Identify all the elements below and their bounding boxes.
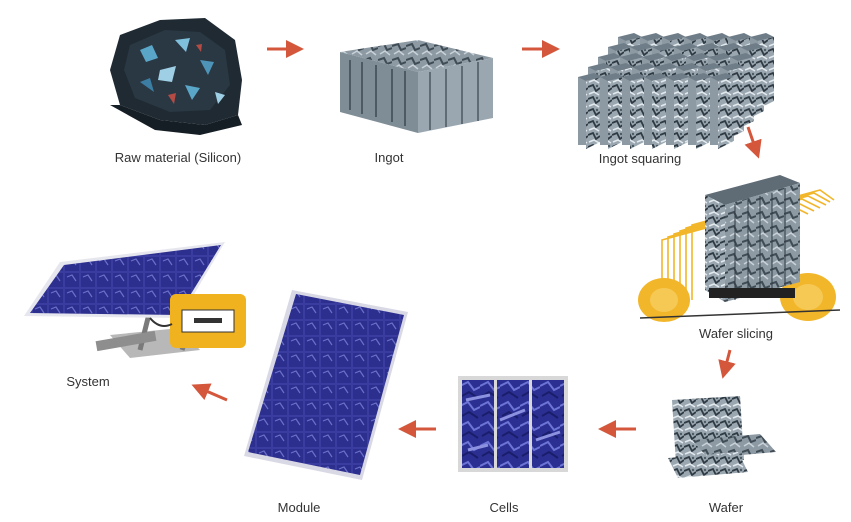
squared-ingot-block — [666, 73, 690, 149]
system-illustration — [24, 242, 246, 358]
label-wafer: Wafer — [709, 500, 744, 515]
arrow-squaring-to-slicing — [744, 126, 762, 159]
module-illustration — [244, 290, 408, 480]
label-ingot: Ingot — [375, 150, 404, 165]
label-raw-material: Raw material (Silicon) — [115, 150, 241, 165]
label-system: System — [66, 374, 109, 389]
squared-ingot-block — [710, 73, 734, 149]
label-module: Module — [278, 500, 321, 515]
arrow-slicing-to-wafer — [718, 349, 736, 379]
squared-ingot-block — [622, 73, 646, 149]
arrow-module-to-system — [191, 383, 228, 402]
ingot-illustration — [340, 40, 493, 133]
squared-ingot-block — [688, 73, 712, 149]
label-wafer-slicing: Wafer slicing — [699, 326, 773, 341]
label-cells: Cells — [490, 500, 519, 515]
wafer-illustration — [668, 396, 776, 478]
ingot-squaring-illustration — [578, 33, 774, 149]
wafer-slicing-illustration — [638, 175, 841, 322]
raw-silicon-illustration — [110, 18, 242, 135]
label-ingot-squaring: Ingot squaring — [599, 151, 681, 166]
squared-ingot-block — [644, 73, 668, 149]
cells-illustration — [458, 376, 568, 472]
squared-ingot-block — [578, 73, 602, 149]
squared-ingot-block — [600, 73, 624, 149]
